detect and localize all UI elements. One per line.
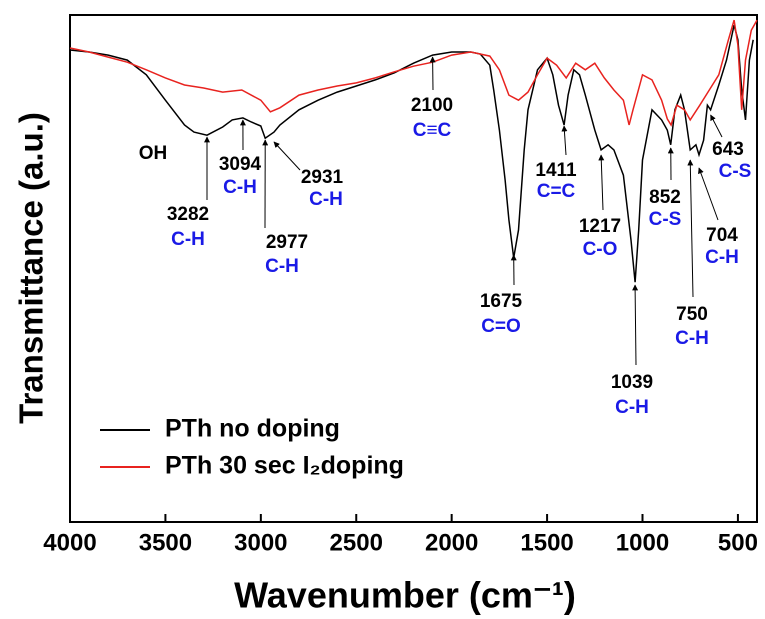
group-label: C-H (675, 328, 709, 349)
group-label: C≡C (413, 120, 452, 141)
peak-label: 2100 (411, 95, 453, 116)
legend-label: PTh no doping (165, 415, 340, 443)
x-tick-label: 1500 (520, 529, 573, 556)
peak-label: 1039 (611, 372, 653, 393)
peak-label: 3094 (219, 154, 262, 175)
x-tick-label: 2000 (425, 529, 478, 556)
x-tick-label: 500 (718, 529, 758, 556)
peak-label: 750 (676, 304, 708, 325)
annotation: OH (139, 143, 168, 164)
peak-label: 1675 (480, 291, 523, 312)
x-tick-label: 3500 (139, 529, 192, 556)
peak-arrow (561, 125, 568, 156)
group-label: C-H (265, 256, 299, 277)
peak-label: 852 (649, 187, 681, 208)
x-tick-label: 1000 (616, 529, 669, 556)
peak-label: 643 (712, 139, 744, 160)
peak-label: 3282 (167, 204, 209, 225)
x-axis-label: Wavenumber (cm⁻¹) (234, 575, 576, 616)
y-axis-label: Transmittance (a.u.) (13, 112, 50, 424)
legend-label: PTh 30 sec I₂doping (165, 452, 404, 480)
peak-arrow (598, 154, 605, 211)
peak-label: 1217 (579, 216, 621, 237)
group-label: C-H (223, 177, 257, 198)
group-label: C=O (481, 316, 521, 337)
group-label: C-S (649, 209, 682, 230)
group-label: C-S (719, 161, 752, 182)
peak-arrow (710, 114, 723, 138)
peak-label: 2977 (266, 232, 308, 253)
peak-arrow (273, 141, 301, 171)
peak-label: 704 (706, 225, 738, 246)
plot-frame (69, 14, 758, 523)
x-tick-label: 3000 (234, 529, 287, 556)
group-label: C-H (309, 189, 343, 210)
group-label: C=C (537, 181, 576, 202)
group-label: C-O (583, 239, 618, 260)
group-label: C-H (615, 397, 649, 418)
series-line (69, 19, 758, 127)
x-tick-label: 2500 (330, 529, 383, 556)
group-label: C-H (705, 247, 739, 268)
series-line (69, 24, 754, 283)
peak-label: 1411 (535, 160, 577, 181)
x-tick-label: 4000 (43, 529, 96, 556)
peak-label: 2931 (301, 167, 344, 188)
peak-arrow (687, 159, 694, 298)
peak-arrow (698, 167, 719, 221)
group-label: C-H (171, 229, 205, 250)
peak-arrow (632, 284, 639, 366)
